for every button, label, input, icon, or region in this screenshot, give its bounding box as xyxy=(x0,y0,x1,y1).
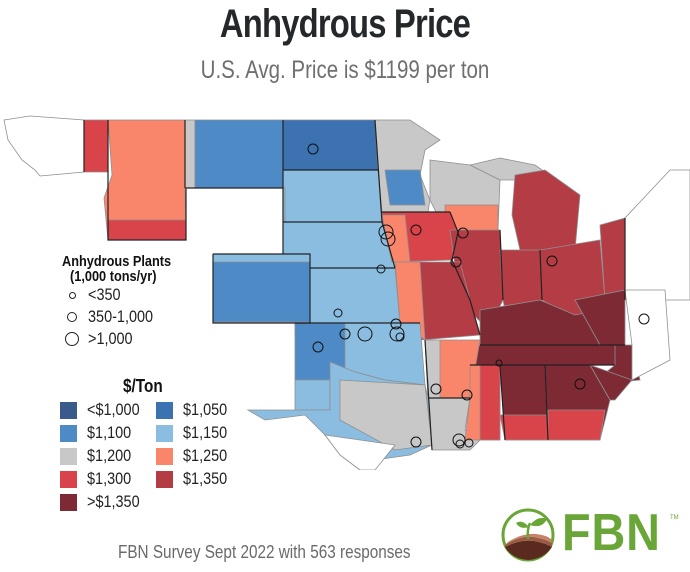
page-title: Anhydrous Price xyxy=(219,2,471,46)
price-legend-item: $1,100 xyxy=(60,423,139,443)
region-northeast xyxy=(624,169,690,301)
region-colorado xyxy=(212,253,311,323)
region-north-dakota xyxy=(282,119,379,171)
plants-legend-item: <350 xyxy=(62,284,190,306)
plants-legend-item: >1,000 xyxy=(62,328,190,350)
region-east-washington xyxy=(83,119,109,173)
plant-marker xyxy=(450,256,462,268)
source-footer: FBN Survey Sept 2022 with 563 responses xyxy=(118,542,411,562)
plant-marker xyxy=(430,383,442,395)
price-legend-item: <$1,000 xyxy=(60,400,149,420)
plant-marker xyxy=(457,227,469,239)
plant-marker xyxy=(390,318,402,330)
region-lower-michigan xyxy=(511,169,581,251)
plant-marker xyxy=(455,439,465,449)
region-washington xyxy=(3,115,85,177)
plant-marker xyxy=(395,332,405,342)
price-legend-item: $1,300 xyxy=(60,469,139,489)
region-minnesota-central xyxy=(384,169,426,206)
region-idaho-south xyxy=(107,219,187,241)
plants-legend-title-line2: (1,000 tons/yr) xyxy=(70,268,157,285)
price-legend-item: $1,250 xyxy=(156,446,235,466)
region-mississippi-east xyxy=(479,364,501,441)
region-texas-central xyxy=(339,379,433,451)
plants-legend: Anhydrous Plants (1,000 tons/yr) <350 35… xyxy=(62,254,190,350)
plants-legend-title-line1: Anhydrous Plants xyxy=(62,253,172,270)
swatch-1150 xyxy=(156,424,173,442)
region-montana xyxy=(194,119,284,189)
choropleth-map xyxy=(3,115,690,470)
plant-marker xyxy=(546,255,558,267)
plants-legend-item: 350-1,000 xyxy=(62,306,190,328)
plant-marker xyxy=(307,143,319,155)
swatch-1300 xyxy=(60,470,77,488)
region-tennessee xyxy=(469,344,626,366)
page-subtitle: U.S. Avg. Price is $1199 per ton xyxy=(200,56,490,84)
plant-marker xyxy=(333,308,343,318)
small-circle-icon xyxy=(68,291,76,299)
price-legend-item: $1,200 xyxy=(60,446,139,466)
price-legend-item: $1,050 xyxy=(156,400,235,420)
plant-marker xyxy=(461,389,473,401)
region-sc xyxy=(589,364,633,401)
region-texas-panhandle xyxy=(294,379,331,411)
plant-marker xyxy=(410,436,422,448)
state-regions xyxy=(3,115,690,470)
price-legend-item: $1,350 xyxy=(156,469,235,489)
fbn-logo: FBN TM xyxy=(500,504,680,563)
plant-marker xyxy=(574,378,586,390)
plant-marker xyxy=(495,359,503,367)
region-south-dakota xyxy=(282,169,383,223)
plant-marker xyxy=(389,326,405,342)
plant-marker xyxy=(638,313,650,325)
medium-circle-icon xyxy=(67,312,77,322)
plant-marker xyxy=(410,224,422,236)
plant-markers xyxy=(307,143,650,449)
swatch-1200 xyxy=(60,447,77,465)
region-georgia-south xyxy=(547,409,606,441)
swatch-1050 xyxy=(156,401,173,419)
region-montana-west xyxy=(184,119,196,189)
swatch-gt1350 xyxy=(60,493,77,511)
plant-marker xyxy=(312,341,324,353)
region-texas-south xyxy=(324,434,396,470)
swatch-1100 xyxy=(60,424,77,442)
plant-marker xyxy=(357,326,373,342)
fbn-wordmark: FBN xyxy=(562,504,661,562)
state-borders xyxy=(83,119,626,451)
price-legend-item: $1,150 xyxy=(156,423,235,443)
swatch-1250 xyxy=(156,447,173,465)
region-kansas xyxy=(309,267,401,324)
price-legend-item: >$1,350 xyxy=(60,492,149,512)
plant-marker xyxy=(376,264,386,274)
region-colorado-stripes xyxy=(212,253,311,263)
seedling-soil-icon xyxy=(501,508,555,562)
plant-marker xyxy=(339,328,351,340)
large-circle-icon xyxy=(65,332,79,346)
trademark: TM xyxy=(670,515,679,521)
plant-marker xyxy=(380,231,396,247)
plant-marker xyxy=(378,224,394,240)
region-va-east xyxy=(624,289,671,381)
price-legend-title: $/Ton xyxy=(123,376,163,396)
plant-marker xyxy=(464,438,474,448)
region-alabama-south xyxy=(499,414,549,441)
swatch-1350 xyxy=(156,470,173,488)
swatch-lt1000 xyxy=(60,401,77,419)
plant-marker xyxy=(452,433,466,447)
